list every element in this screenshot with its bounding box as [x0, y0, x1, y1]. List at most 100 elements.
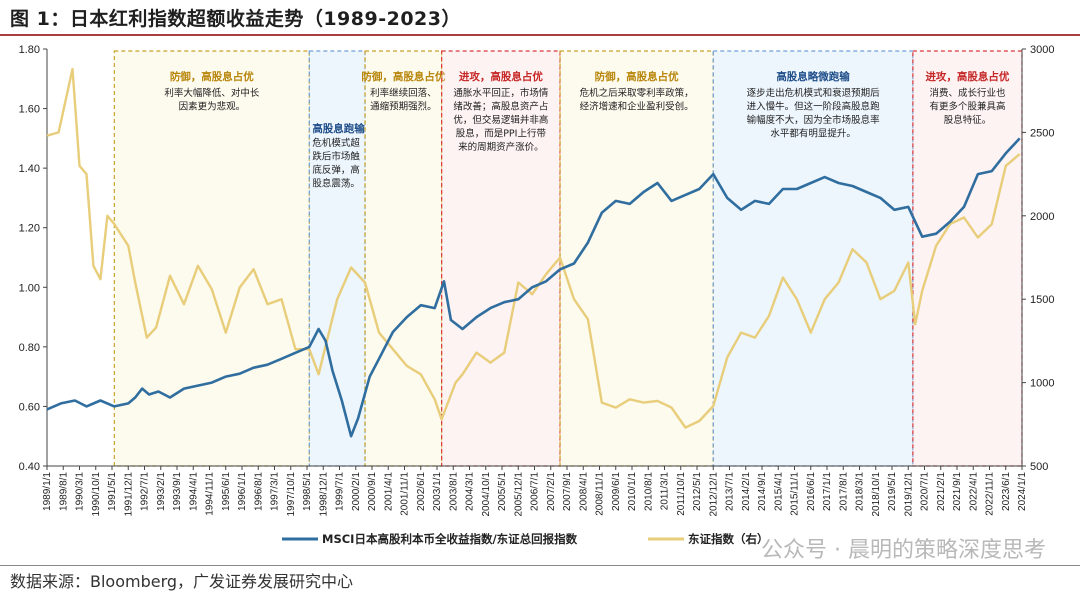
y-left-tick-label: 1.20: [19, 223, 40, 235]
x-tick-label: 2015/4/1: [773, 472, 784, 511]
series-line-topix: [46, 67, 1021, 429]
x-tick-label: 2005/5/1: [497, 472, 508, 511]
x-tick-label: 1996/8/1: [253, 472, 264, 511]
y-left-tick-label: 1.00: [19, 282, 40, 294]
x-tick-label: 2007/9/1: [562, 472, 573, 511]
period-text-line: 股息特征。: [944, 114, 992, 126]
x-tick-label: 2006/7/1: [530, 472, 541, 511]
legend-label-topix: 东证指数（右）: [688, 532, 769, 546]
period-title: 进攻，高股息占优: [459, 70, 543, 83]
period-text-line: 水平都有明显提升。: [770, 128, 856, 140]
x-tick-label: 2008/11/1: [595, 472, 606, 516]
period-text-line: 利率大幅降低、对中长: [164, 87, 260, 99]
x-tick-label: 2024/1/1: [1017, 472, 1028, 511]
x-tick-label: 2008/4/1: [578, 472, 589, 511]
x-tick-label: 1999/7/1: [335, 472, 346, 511]
period-text-line: 有更多个股兼具高: [929, 101, 1005, 113]
y-right-tick-label: 500: [1030, 461, 1048, 473]
series-line-msci: [46, 137, 1021, 438]
x-tick-label: 1993/2/1: [156, 472, 167, 511]
y-right-tick-label: 1500: [1030, 294, 1054, 306]
period-text-line: 通胀水平回正，市场情: [453, 87, 549, 99]
period-title: 防御，高股息占优: [361, 70, 445, 83]
x-tick-label: 1991/12/1: [123, 472, 134, 517]
x-tick-label: 2013/7/1: [725, 472, 736, 511]
period-text-line: 来的周期资产涨价。: [458, 141, 544, 153]
x-tick-label: 1994/4/1: [188, 472, 199, 511]
x-tick-label: 2010/8/1: [643, 472, 654, 511]
period-box: [113, 50, 310, 467]
period-text-line: 输幅度不大，因为全市场股息率: [747, 114, 881, 126]
period-box: [441, 50, 561, 467]
x-tick-label: 2014/2/1: [741, 472, 752, 511]
x-tick-label: 2011/10/1: [676, 472, 687, 516]
period-text-line: 危机之后采取零利率政策，: [580, 87, 694, 99]
y-left-tick-label: 1.40: [19, 163, 40, 175]
y-right-tick-label: 2000: [1030, 211, 1054, 223]
x-tick-label: 1992/7/1: [140, 472, 151, 511]
x-tick-label: 1991/5/1: [107, 472, 118, 511]
y-left-tick-label: 1.60: [19, 104, 40, 116]
title-rule: [0, 34, 1080, 36]
period-text-line: 跌后市场触: [312, 151, 360, 163]
x-tick-label: 1998/12/1: [318, 472, 329, 517]
period-title: 进攻，高股息占优: [925, 70, 1009, 83]
period-box: [308, 50, 366, 467]
x-tick-label: 1994/11/1: [205, 472, 216, 516]
y-left-tick-label: 1.80: [19, 44, 40, 56]
x-tick-label: 2017/1/1: [822, 472, 833, 511]
x-tick-label: 2018/3/1: [855, 472, 866, 511]
period-text-line: 优，但交易逻辑并非高: [453, 114, 548, 126]
period-text-line: 消费、成长行业也: [929, 87, 1006, 99]
period-box: [559, 50, 714, 467]
x-tick-label: 2021/2/1: [936, 472, 947, 511]
period-title: 防御，高股息占优: [170, 70, 254, 83]
x-tick-label: 2000/9/1: [367, 472, 378, 511]
x-tick-label: 1997/10/1: [286, 472, 297, 517]
x-tick-label: 1995/6/1: [221, 472, 232, 511]
x-tick-label: 2022/11/1: [985, 472, 996, 516]
x-tick-label: 2016/6/1: [806, 472, 817, 511]
y-right-tick-label: 2500: [1030, 127, 1054, 139]
x-tick-label: 1990/3/1: [75, 472, 86, 511]
period-text-line: 利率继续回落、: [370, 87, 437, 99]
x-tick-label: 2010/1/1: [627, 472, 638, 511]
y-right-tick-label: 3000: [1030, 44, 1054, 56]
series-lines: [46, 67, 1021, 438]
source-rule: [0, 565, 1080, 566]
x-tick-label: 2001/11/1: [400, 472, 411, 516]
period-text-line: 经济增速和企业盈利受创。: [580, 101, 694, 113]
period-title: 高股息略微跑输: [776, 70, 850, 83]
x-tick-label: 1989/8/1: [58, 472, 69, 511]
x-tick-label: 2017/8/1: [838, 472, 849, 511]
period-text-line: 因素更为悲观。: [179, 101, 246, 113]
chart-canvas: 防御，高股息占优利率大幅降低、对中长因素更为悲观。高股息跑输危机模式超跌后市场触…: [19, 44, 1055, 546]
period-text-line: 进入慢牛。但这一阶段高股息跑: [747, 101, 881, 113]
x-tick-label: 1993/9/1: [172, 472, 183, 511]
period-box: [712, 50, 914, 467]
x-tick-label: 1990/10/1: [91, 472, 102, 517]
x-tick-label: 1997/3/1: [270, 472, 281, 511]
x-tick-label: 2019/5/1: [887, 472, 898, 511]
x-tick-label: 2004/10/1: [481, 472, 492, 517]
x-tick-label: 2023/6/1: [1001, 472, 1012, 511]
x-tick-label: 2007/2/1: [546, 472, 557, 511]
period-text-line: 危机模式超: [312, 137, 360, 149]
period-text-line: 逐步走出危机模式和衰退预期后: [747, 87, 881, 99]
x-tick-label: 2019/12/1: [903, 472, 914, 517]
x-tick-label: 2005/12/1: [513, 472, 524, 517]
y-left-tick-label: 0.80: [19, 342, 40, 354]
source-note: 数据来源：Bloomberg，广发证券发展研究中心: [10, 572, 354, 591]
x-tick-label: 2009/6/1: [611, 472, 622, 511]
x-tick-label: 2003/1/1: [432, 472, 443, 511]
x-tick-label: 2001/4/1: [383, 472, 394, 511]
period-box: [912, 50, 1023, 467]
x-tick-label: 2003/8/1: [448, 472, 459, 511]
x-tick-label: 2000/2/1: [351, 472, 362, 511]
y-right-tick-label: 1000: [1030, 378, 1054, 390]
legend-label-msci: MSCI日本高股利本币全收益指数/东证总回报指数: [322, 532, 578, 546]
x-tick-label: 2018/10/1: [871, 472, 882, 517]
period-title: 防御，高股息占优: [595, 70, 679, 83]
x-tick-label: 2012/5/1: [692, 472, 703, 511]
period-text-line: 通缩预期强烈。: [370, 101, 437, 113]
